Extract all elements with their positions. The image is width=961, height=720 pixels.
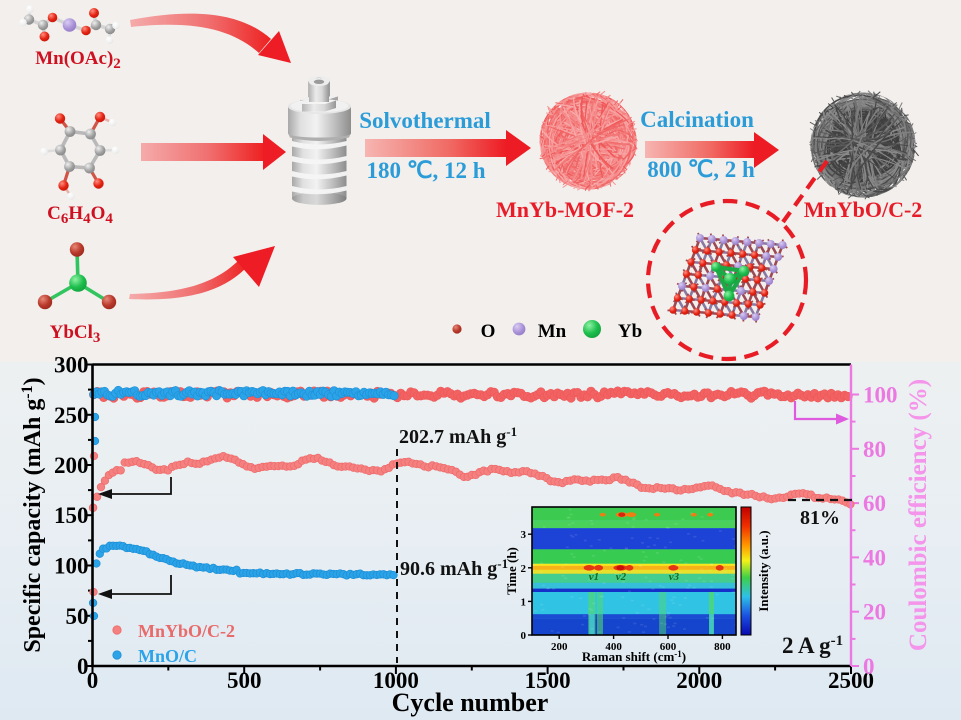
svg-text:100: 100	[863, 383, 898, 408]
svg-text:Calcination: Calcination	[640, 107, 754, 132]
svg-text:200: 200	[54, 453, 89, 478]
svg-text:40: 40	[863, 545, 886, 570]
svg-text:MnO/C: MnO/C	[138, 646, 197, 666]
svg-text:YbCl3: YbCl3	[50, 322, 101, 346]
svg-text:ν1: ν1	[589, 571, 599, 583]
svg-text:250: 250	[54, 403, 89, 428]
svg-text:ν3: ν3	[669, 571, 680, 583]
svg-text:1500: 1500	[525, 668, 571, 693]
svg-text:180 ℃, 12 h: 180 ℃, 12 h	[366, 158, 485, 183]
svg-text:600: 600	[660, 641, 677, 653]
svg-text:300: 300	[54, 353, 89, 378]
svg-text:ν2: ν2	[616, 571, 627, 583]
svg-text:0: 0	[863, 654, 875, 679]
svg-text:2: 2	[521, 563, 527, 575]
svg-text:500: 500	[227, 668, 262, 693]
svg-text:800: 800	[714, 641, 731, 653]
svg-text:0: 0	[87, 668, 99, 693]
svg-text:150: 150	[54, 503, 89, 528]
svg-text:800 ℃, 2 h: 800 ℃, 2 h	[647, 157, 755, 182]
svg-text:Solvothermal: Solvothermal	[359, 108, 491, 133]
svg-text:Yb: Yb	[618, 321, 642, 342]
svg-text:Intensity (a.u.): Intensity (a.u.)	[756, 530, 771, 611]
svg-text:60: 60	[863, 491, 886, 516]
svg-text:50: 50	[66, 604, 89, 629]
svg-text:MnYbO/C-2: MnYbO/C-2	[138, 621, 235, 641]
svg-text:0: 0	[77, 654, 89, 679]
svg-text:Mn(OAc)2: Mn(OAc)2	[35, 48, 121, 72]
svg-text:Coulombic efficiency (%): Coulombic efficiency (%)	[905, 379, 932, 651]
svg-text:80: 80	[863, 437, 886, 462]
svg-text:O: O	[481, 321, 496, 342]
svg-text:0: 0	[521, 630, 527, 642]
svg-text:C6H4O4: C6H4O4	[47, 203, 113, 227]
svg-text:Time (h): Time (h)	[504, 547, 519, 595]
svg-text:81%: 81%	[800, 507, 840, 529]
svg-text:Mn: Mn	[538, 321, 567, 342]
svg-text:MnYbO/C-2: MnYbO/C-2	[804, 197, 923, 222]
svg-text:200: 200	[551, 641, 568, 653]
svg-text:Specific capacity (mAh g-1): Specific capacity (mAh g-1)	[19, 377, 46, 652]
svg-text:100: 100	[54, 554, 89, 579]
svg-text:1000: 1000	[373, 668, 419, 693]
svg-text:1: 1	[521, 596, 527, 608]
svg-text:400: 400	[605, 641, 622, 653]
svg-text:3: 3	[521, 529, 527, 541]
svg-text:MnYb-MOF-2: MnYb-MOF-2	[496, 197, 634, 222]
svg-text:Cycle number: Cycle number	[392, 688, 549, 717]
svg-text:Raman shift (cm-1): Raman shift (cm-1)	[582, 649, 686, 664]
svg-text:90.6 mAh g-1: 90.6 mAh g-1	[400, 556, 508, 580]
svg-text:202.7 mAh g-1: 202.7 mAh g-1	[399, 424, 517, 448]
svg-text:2500: 2500	[828, 668, 874, 693]
svg-text:2000: 2000	[676, 668, 722, 693]
svg-text:20: 20	[863, 600, 886, 625]
